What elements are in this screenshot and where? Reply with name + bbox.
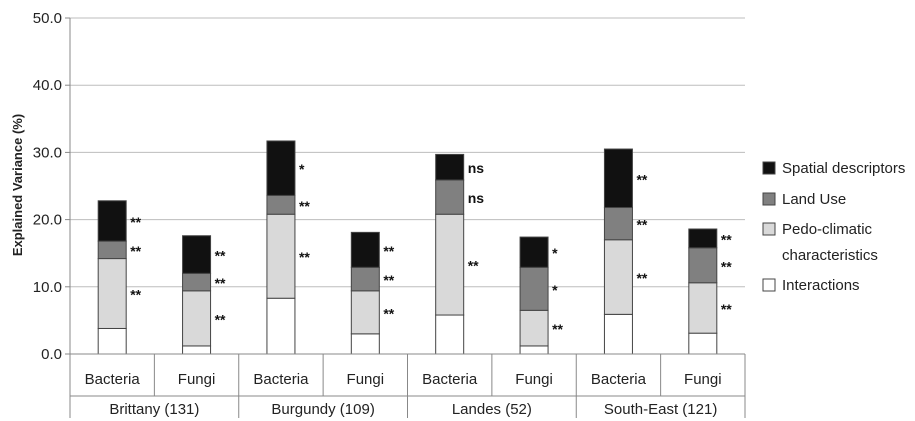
bar-segment-interactions [519, 345, 549, 355]
legend-swatch [762, 222, 776, 236]
bar-segment-spatial-descriptors [603, 148, 633, 209]
significance-label: ** [299, 198, 310, 214]
legend-label: Spatial descriptors [782, 160, 905, 177]
bar-segment-spatial-descriptors [266, 140, 296, 196]
bar-segment-pedo-climatic-characteristics [182, 290, 212, 347]
bar-segment-pedo-climatic-characteristics [266, 213, 296, 299]
bar-segment-spatial-descriptors [97, 200, 127, 242]
legend-label: Land Use [782, 191, 846, 208]
significance-label: ** [130, 243, 141, 259]
bar-segment-spatial-descriptors [519, 236, 549, 268]
y-tick-label: 10.0 [33, 279, 62, 296]
legend-swatch [762, 192, 776, 206]
significance-label: * [552, 245, 558, 261]
bar-segment-land-use [266, 194, 296, 215]
y-axis-label: Explained Variance (%) [10, 114, 25, 256]
bar-segment-land-use [350, 266, 380, 292]
bar-segment-pedo-climatic-characteristics [688, 282, 718, 334]
significance-label: * [299, 161, 305, 177]
bar-segment-interactions [350, 333, 380, 355]
legend-swatch [762, 161, 776, 175]
bar-segment-spatial-descriptors [350, 231, 380, 268]
y-tick-label: 40.0 [33, 77, 62, 94]
significance-label: ** [130, 287, 141, 303]
category-label: Bacteria [591, 371, 647, 388]
significance-label: ** [215, 311, 226, 327]
significance-label: ** [468, 258, 479, 274]
significance-label: ** [383, 243, 394, 259]
bar-segment-interactions [97, 327, 127, 355]
significance-label: ** [721, 231, 732, 247]
category-label: Fungi [347, 371, 385, 388]
significance-label: ** [130, 214, 141, 230]
legend-label: Pedo-climatic [782, 221, 873, 238]
significance-label: ns [468, 160, 485, 176]
significance-label: ** [636, 270, 647, 286]
significance-label: ** [552, 321, 563, 337]
bar-segment-land-use [519, 266, 549, 311]
legend-label: characteristics [782, 247, 878, 264]
gridlines [70, 17, 745, 288]
significance-label: ** [299, 249, 310, 265]
category-label: Bacteria [85, 371, 141, 388]
group-label: Burgundy (109) [271, 401, 374, 418]
bar-segment-spatial-descriptors [688, 228, 718, 249]
y-tick-label: 20.0 [33, 212, 62, 229]
group-label: Landes (52) [452, 401, 532, 418]
y-tick-label: 50.0 [33, 10, 62, 27]
category-label: Bacteria [422, 371, 478, 388]
group-label: South-East (121) [604, 401, 717, 418]
y-axis-ticks: 0.0 10.0 20.0 30.0 40.0 50.0 [33, 10, 71, 363]
group-label: Brittany (131) [109, 401, 199, 418]
bar-segment-pedo-climatic-characteristics [350, 290, 380, 335]
bar-segment-pedo-climatic-characteristics [97, 258, 127, 329]
significance-label: ** [215, 275, 226, 291]
significance-label: * [552, 282, 558, 298]
bar-segment-pedo-climatic-characteristics [603, 239, 633, 315]
bar-segment-land-use [435, 179, 465, 215]
bar-segment-interactions [688, 332, 718, 355]
category-label: Fungi [684, 371, 722, 388]
bar-segment-land-use [603, 207, 633, 241]
significance-label: ns [468, 190, 485, 206]
x-axis: Bacteria Fungi Bacteria Fungi Bacteria Fungi B… [69, 353, 746, 418]
y-tick-label: 0.0 [41, 346, 62, 363]
legend-swatch [762, 278, 776, 292]
significance-label: ** [215, 248, 226, 264]
significance-labels: ************ *************nsns***********… [130, 160, 732, 337]
bar-segment-land-use [688, 247, 718, 284]
category-label: Fungi [178, 371, 216, 388]
significance-label: ** [383, 305, 394, 321]
significance-label: ** [721, 301, 732, 317]
legend: Spatial descriptors Land Use Pedo-climatic… [762, 160, 905, 294]
significance-label: ** [383, 272, 394, 288]
bar-segment-pedo-climatic-characteristics [435, 213, 465, 316]
bar-segment-interactions [182, 345, 212, 355]
bar-segment-interactions [266, 297, 296, 355]
bars [97, 140, 718, 355]
bar-segment-pedo-climatic-characteristics [519, 309, 549, 347]
legend-label: Interactions [782, 277, 860, 294]
y-tick-label: 30.0 [33, 144, 62, 161]
category-label: Fungi [515, 371, 553, 388]
bar-segment-land-use [182, 272, 212, 292]
significance-label: ** [636, 171, 647, 187]
bar-segment-land-use [97, 240, 127, 260]
bar-segment-spatial-descriptors [182, 235, 212, 274]
significance-label: ** [636, 217, 647, 233]
bar-segment-spatial-descriptors [435, 153, 465, 181]
bar-segment-interactions [603, 313, 633, 355]
bar-segment-interactions [435, 314, 465, 355]
significance-label: ** [721, 258, 732, 274]
category-label: Bacteria [253, 371, 309, 388]
